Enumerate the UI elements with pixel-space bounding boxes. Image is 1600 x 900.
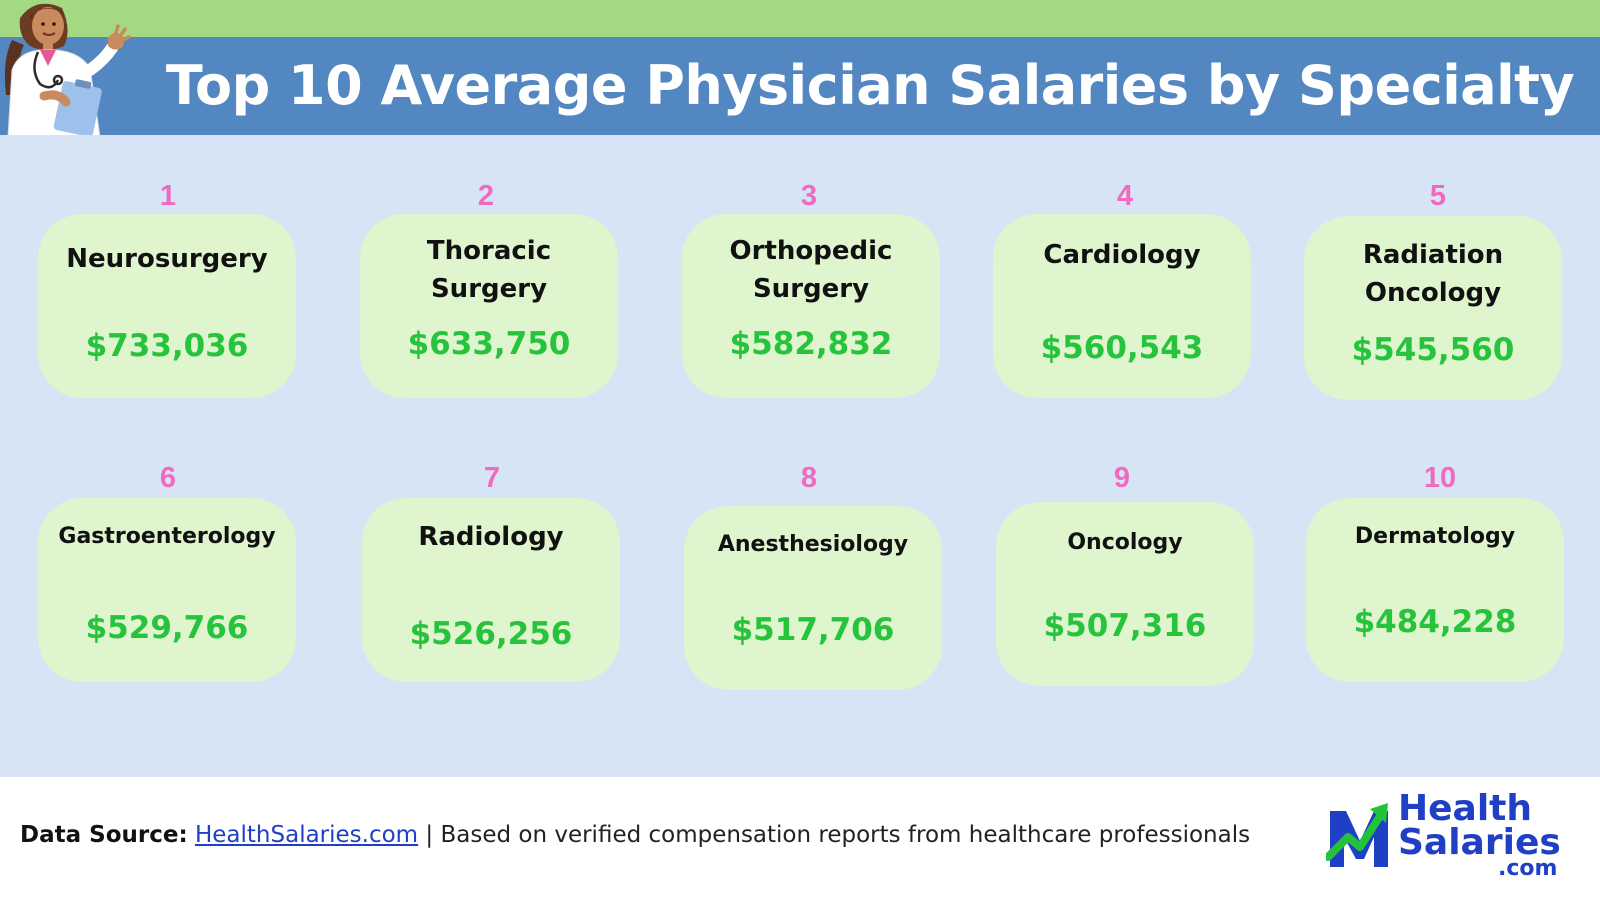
specialty-name: Neurosurgery xyxy=(66,244,268,274)
specialty-card-gastroenterology: Gastroenterology $529,766 xyxy=(38,498,296,682)
specialty-name: Radiation Oncology xyxy=(1362,240,1504,308)
logo-text-health: Health xyxy=(1398,788,1533,829)
specialty-card-radiology: Radiology $526,256 xyxy=(362,498,620,682)
specialty-card-thoracic-surgery: Thoracic Surgery $633,750 xyxy=(360,214,618,398)
specialty-name: Oncology xyxy=(1067,530,1183,555)
rank-number: 6 xyxy=(159,462,177,494)
salary-value: $529,766 xyxy=(85,610,249,646)
specialty-card-oncology: Oncology $507,316 xyxy=(996,502,1254,686)
specialty-name: Cardiology xyxy=(1043,240,1201,270)
specialty-name: Anesthesiology xyxy=(717,532,909,557)
rank-number: 10 xyxy=(1423,462,1457,494)
top-strip xyxy=(0,0,1600,37)
logo-text-dotcom: .com xyxy=(1498,856,1558,881)
rank-number: 9 xyxy=(1113,462,1131,494)
data-source-note: Data Source: HealthSalaries.com | Based … xyxy=(20,822,1250,848)
rank-number: 7 xyxy=(483,462,501,494)
doctor-with-clipboard-icon xyxy=(4,3,131,137)
logo-text-salaries: Salaries xyxy=(1398,822,1561,863)
specialty-name: Radiology xyxy=(418,522,564,552)
salary-value: $633,750 xyxy=(407,326,571,362)
data-source-label: Data Source: xyxy=(20,822,188,848)
rank-number: 3 xyxy=(800,180,818,212)
specialty-card-orthopedic-surgery: Orthopedic Surgery $582,832 xyxy=(682,214,940,398)
specialty-card-anesthesiology: Anesthesiology $517,706 xyxy=(684,506,942,690)
data-source-description: | Based on verified compensation reports… xyxy=(425,822,1251,848)
salary-value: $545,560 xyxy=(1351,332,1515,368)
specialty-card-cardiology: Cardiology $560,543 xyxy=(993,214,1251,398)
specialty-name: Dermatology xyxy=(1354,524,1516,549)
rank-number: 5 xyxy=(1429,180,1447,212)
rank-number: 4 xyxy=(1116,180,1134,212)
rank-number: 1 xyxy=(159,180,177,212)
rank-number: 8 xyxy=(800,462,818,494)
salary-value: $560,543 xyxy=(1040,330,1204,366)
salary-value: $507,316 xyxy=(1043,608,1207,644)
page-title: Top 10 Average Physician Salaries by Spe… xyxy=(165,54,1575,117)
specialty-card-neurosurgery: Neurosurgery $733,036 xyxy=(38,214,296,398)
specialty-name: Orthopedic Surgery xyxy=(729,236,893,304)
rank-number: 2 xyxy=(477,180,495,212)
specialty-name: Gastroenterology xyxy=(58,524,276,549)
specialty-card-radiation-oncology: Radiation Oncology $545,560 xyxy=(1304,216,1562,400)
salary-value: $484,228 xyxy=(1353,604,1517,640)
growth-arrow-icon xyxy=(1326,803,1388,867)
title-band xyxy=(0,37,1600,135)
specialty-name: Thoracic Surgery xyxy=(426,236,552,304)
data-source-link[interactable]: HealthSalaries.com xyxy=(194,822,419,848)
salary-value: $582,832 xyxy=(729,326,893,362)
salary-value: $526,256 xyxy=(409,616,573,652)
specialty-card-dermatology: Dermatology $484,228 xyxy=(1306,498,1564,682)
healthsalaries-logo[interactable]: Health Salaries .com xyxy=(1326,788,1566,892)
salary-value: $517,706 xyxy=(731,612,895,648)
salary-value: $733,036 xyxy=(85,328,249,364)
